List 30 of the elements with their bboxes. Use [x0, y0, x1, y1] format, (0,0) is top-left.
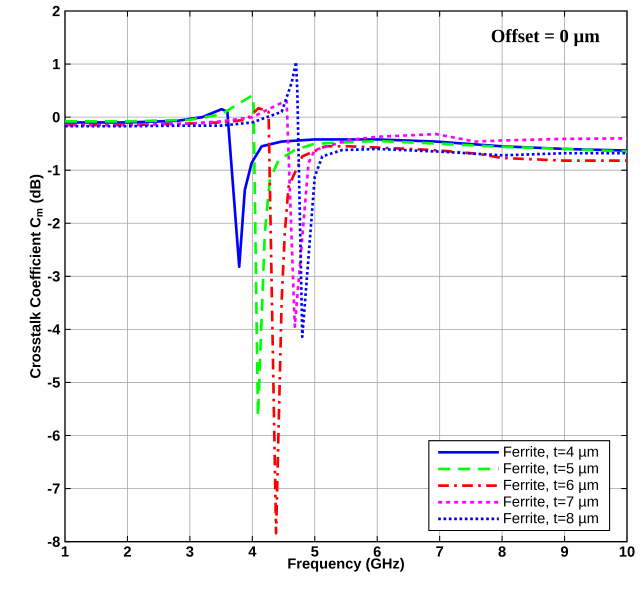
x-tick-label: 10	[620, 546, 635, 557]
x-tick-label: 5	[311, 546, 318, 557]
line-series	[65, 60, 627, 338]
y-tick-label: -6	[48, 430, 60, 441]
y-tick-label: -1	[48, 165, 60, 176]
y-axis-title: Crosstalk Coefficient C$_{m}$ (dB)	[30, 174, 44, 378]
x-tick-label: 8	[498, 546, 506, 557]
y-tick-label: -7	[48, 484, 60, 494]
legend-label: Ferrite, t=6 µm	[504, 479, 598, 494]
legend-label: Ferrite, t=5 µm	[504, 462, 598, 476]
x-tick-label: 6	[374, 546, 381, 557]
y-tick-label: 1	[53, 59, 60, 70]
y-tick-label: -2	[48, 218, 60, 229]
y-tick-label: -4	[48, 324, 60, 335]
x-axis-title: Frequency (GHz)	[288, 558, 404, 572]
legend-label: Ferrite, t=8 µm	[504, 512, 598, 526]
y-tick-label: 2	[52, 6, 60, 16]
x-tick-label: 1	[62, 546, 69, 557]
x-tick-label: 9	[560, 546, 568, 557]
x-tick-label: 4	[248, 546, 256, 557]
legend-label: Ferrite, t=7 µm	[504, 496, 598, 510]
annotation: Offset = 0 µm	[492, 29, 600, 46]
x-tick-label: 2	[124, 546, 131, 557]
y-tick-label: -5	[48, 378, 60, 388]
y-tick-label: -3	[48, 271, 60, 282]
x-tick-label: 3	[186, 546, 194, 557]
y-tick-label: 0	[52, 112, 60, 122]
legend-label: Ferrite, t=4 µm	[504, 446, 598, 460]
y-tick-label: -8	[48, 536, 60, 548]
x-tick-label: 7	[436, 546, 444, 557]
